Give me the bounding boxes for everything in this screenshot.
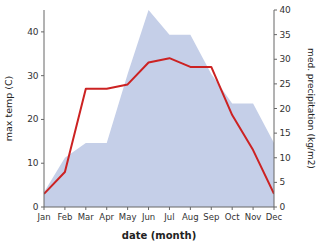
y2-tick-label: 10 [279, 153, 291, 163]
chart-container: JanFebMarAprMayJunJulAugSepOctNovDec0102… [0, 0, 318, 247]
x-tick [148, 207, 149, 210]
x-tick [169, 207, 170, 210]
x-tick [232, 207, 233, 210]
x-tick-label: Apr [99, 212, 114, 222]
x-tick-label: Sep [203, 212, 219, 222]
y2-tick [274, 133, 277, 134]
y2-tick-label: 35 [279, 30, 290, 40]
x-tick-label: Dec [266, 212, 283, 222]
x-tick-label: Mar [78, 212, 95, 222]
y2-tick [274, 10, 277, 11]
y-axis-line [44, 10, 45, 207]
y2-tick-label: 0 [279, 202, 285, 212]
temperature-line [44, 58, 274, 194]
y2-tick [274, 34, 277, 35]
x-tick-label: Jul [163, 212, 174, 222]
y-tick-label: 0 [33, 202, 39, 212]
x-tick-label: Aug [182, 212, 199, 222]
x-tick-label: Jun [141, 212, 155, 222]
x-tick [85, 207, 86, 210]
y2-tick-label: 20 [279, 104, 291, 114]
x-tick-label: Jan [36, 212, 50, 222]
y2-tick [274, 157, 277, 158]
precipitation-area [44, 10, 274, 207]
x-tick [127, 207, 128, 210]
y-tick-label: 40 [27, 27, 39, 37]
y2-tick-label: 30 [279, 54, 291, 64]
y-tick-label: 10 [27, 158, 39, 168]
y2-tick [274, 83, 277, 84]
y-tick [41, 31, 44, 32]
x-tick [253, 207, 254, 210]
axes: JanFebMarAprMayJunJulAugSepOctNovDec0102… [27, 5, 291, 222]
chart: JanFebMarAprMayJunJulAugSepOctNovDec0102… [0, 0, 318, 247]
x-tick-label: May [119, 212, 137, 222]
x-axis-label: date (month) [122, 230, 196, 241]
x-tick-label: Oct [225, 212, 240, 222]
y2-tick-label: 5 [279, 177, 285, 187]
y2-tick-label: 15 [279, 128, 290, 138]
y-tick [41, 163, 44, 164]
y2-tick [274, 108, 277, 109]
y-tick-label: 30 [27, 71, 39, 81]
x-tick [190, 207, 191, 210]
x-tick [106, 207, 107, 210]
y-tick [41, 75, 44, 76]
y2-tick [274, 182, 277, 183]
y-tick [41, 207, 44, 208]
y2-tick-label: 40 [279, 5, 291, 15]
x-tick [211, 207, 212, 210]
x-axis-line [44, 207, 274, 208]
y-tick [41, 119, 44, 120]
y-tick-label: 20 [27, 114, 39, 124]
plot-area [44, 10, 274, 207]
y2-tick-label: 25 [279, 79, 290, 89]
x-tick-label: Nov [245, 212, 262, 222]
x-tick [64, 207, 65, 210]
y2-axis-label: med. precipitation (kg/m2) [306, 48, 316, 169]
y-axis-label: max temp (C) [3, 76, 14, 142]
y2-tick [274, 207, 277, 208]
y2-tick [274, 59, 277, 60]
x-tick-label: Feb [57, 212, 72, 222]
